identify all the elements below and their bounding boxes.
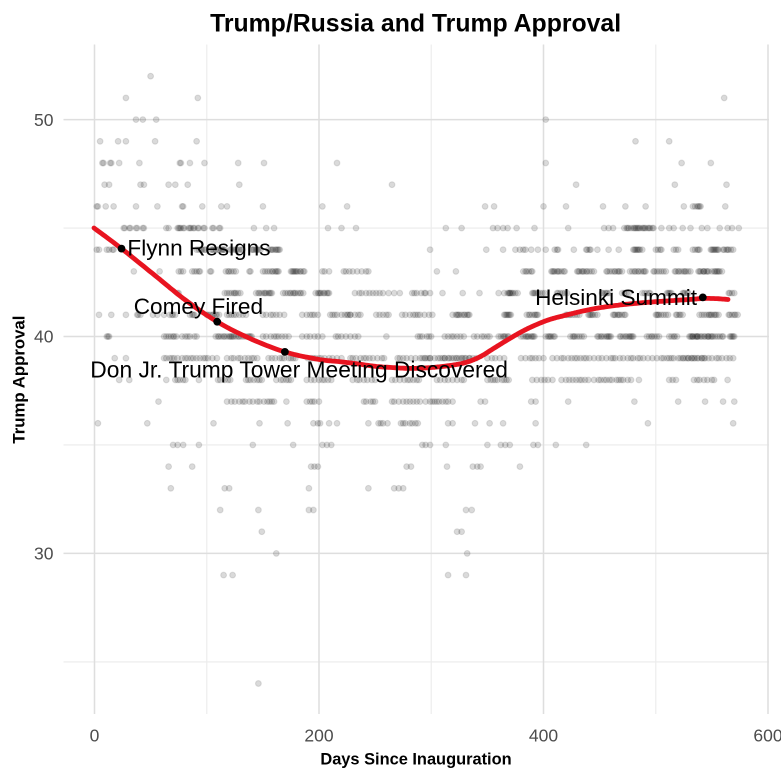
svg-text:0: 0 xyxy=(90,726,100,746)
svg-text:50: 50 xyxy=(34,110,54,130)
svg-text:Trump Approval: Trump Approval xyxy=(9,316,28,444)
svg-text:Days Since Inauguration: Days Since Inauguration xyxy=(320,751,511,769)
svg-text:40: 40 xyxy=(34,327,54,347)
svg-text:600: 600 xyxy=(753,726,781,746)
svg-text:200: 200 xyxy=(304,726,333,746)
svg-text:Comey Fired: Comey Fired xyxy=(134,294,263,319)
svg-text:Trump/Russia and Trump Approva: Trump/Russia and Trump Approval xyxy=(210,10,621,37)
svg-text:400: 400 xyxy=(529,726,558,746)
svg-text:Flynn Resigns: Flynn Resigns xyxy=(127,235,270,260)
svg-text:Helsinki Summit: Helsinki Summit xyxy=(535,285,698,310)
svg-text:Don Jr. Trump Tower Meeting Di: Don Jr. Trump Tower Meeting Discovered xyxy=(90,356,508,382)
svg-text:30: 30 xyxy=(34,544,54,564)
